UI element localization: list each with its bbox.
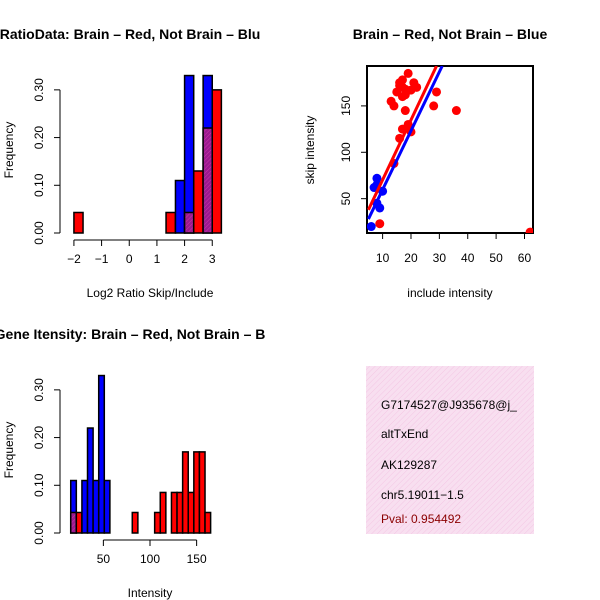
- intensity-x-tick-label: 150: [187, 552, 207, 566]
- scatter-y-tick-label: 150: [339, 96, 353, 116]
- intensity-bar-notbrain: [86, 427, 94, 534]
- scatter-fit-line-notbrain: [367, 66, 444, 220]
- intensity-x-tick-label: 50: [97, 552, 111, 566]
- ratio-histogram-xlabel: Log2 Ratio Skip/Include: [87, 286, 214, 300]
- scatter-point-notbrain: [367, 222, 376, 232]
- info-accession: AK129287: [381, 458, 437, 472]
- ratio-x-tick-label: −2: [67, 252, 81, 266]
- scatter-y-tick-label: 100: [339, 142, 353, 162]
- ratio-bar-overlap-hatch: [204, 129, 212, 232]
- info-event-id: G7174527@J935678@j_: [381, 398, 517, 412]
- scatter-point-brain: [386, 96, 396, 106]
- ratio-bar-overlap-hatch: [185, 213, 193, 232]
- intensity-bar-brain: [75, 511, 83, 534]
- scatter-point-brain: [412, 82, 422, 92]
- gene-intensity-bars: [69, 374, 212, 534]
- scatter-x-tick-label: 60: [518, 251, 532, 265]
- scatter-plot-frame: [366, 65, 534, 234]
- scatter-x-tick-label: 20: [404, 251, 418, 265]
- ratio-x-tick-label: 0: [126, 252, 133, 266]
- info-event-type: altTxEnd: [381, 427, 428, 441]
- scatter-x-tick-label: 50: [489, 251, 503, 265]
- scatter-fit-line-brain: [367, 66, 438, 211]
- scatter-axes: 10 20 30 40 50 60 50 100 150: [339, 96, 531, 265]
- intensity-y-tick-label: 0.30: [32, 378, 46, 402]
- ratio-bar-notbrain: [174, 179, 186, 234]
- gene-intensity-histogram: Gene Itensity: Brain – Red, Not Brain – …: [0, 326, 265, 600]
- scatter-point-brain: [525, 227, 533, 233]
- intensity-y-tick-label: 0.10: [32, 473, 46, 497]
- intensity-scatter-ylabel: skip intensity: [303, 116, 317, 185]
- scatter-point-brain: [403, 68, 413, 78]
- ratio-histogram-ylabel: Frequency: [2, 122, 16, 179]
- intensity-bar-brain: [193, 451, 201, 534]
- scatter-point-brain: [397, 75, 407, 85]
- ratio-bar-brain: [73, 211, 84, 234]
- ratio-histogram-title: RatioData: Brain – Red, Not Brain – Blu: [0, 26, 260, 42]
- intensity-bar-notbrain: [81, 479, 89, 534]
- scatter-point-brain: [400, 106, 410, 116]
- ratio-y-tick-label: 0.30: [32, 78, 46, 102]
- gene-intensity-axes: 50 100 150 0.00 0.10 0.20 0.30: [32, 378, 207, 566]
- scatter-point-brain: [432, 87, 442, 97]
- intensity-bar-overlap-hatch: [71, 513, 76, 532]
- info-pval: Pval: 0.954492: [381, 512, 461, 526]
- intensity-scatter: Brain – Red, Not Brain – Blue 10 20 30 40 50…: [303, 26, 547, 300]
- scatter-x-tick-label: 30: [433, 251, 447, 265]
- intensity-x-tick-label: 100: [140, 552, 160, 566]
- intensity-bar-brain: [204, 511, 212, 534]
- intensity-bar-brain: [187, 491, 195, 534]
- gene-intensity-ylabel: Frequency: [2, 422, 16, 479]
- intensity-bar-brain: [170, 491, 178, 534]
- intensity-bar-notbrain: [103, 479, 111, 534]
- scatter-x-tick-label: 10: [376, 251, 390, 265]
- scatter-point-notbrain: [375, 203, 385, 213]
- scatter-y-tick-label: 50: [339, 192, 353, 206]
- intensity-bar-brain: [176, 491, 184, 534]
- ratio-histogram-axes: −2 −1 0 1 2 3 0.00 0.10 0.20 0.30: [32, 78, 216, 266]
- scatter-points: [367, 66, 533, 233]
- ratio-bar-brain: [192, 170, 204, 234]
- intensity-bar-notbrain: [92, 479, 100, 534]
- intensity-bar-brain: [181, 451, 189, 534]
- scatter-point-notbrain: [372, 173, 382, 183]
- intensity-y-tick-label: 0.00: [32, 521, 46, 545]
- ratio-x-tick-label: 3: [209, 252, 216, 266]
- scatter-x-tick-label: 40: [461, 251, 475, 265]
- intensity-scatter-xlabel: include intensity: [407, 286, 492, 300]
- info-box: G7174527@J935678@j_ altTxEnd AK129287 ch…: [366, 366, 534, 534]
- ratio-x-tick-label: 2: [181, 252, 188, 266]
- scatter-point-brain: [429, 101, 439, 111]
- info-location: chr5.19011−1.5: [381, 488, 464, 502]
- ratio-bar-notbrain: [183, 74, 195, 234]
- ratio-bar-brain: [211, 89, 223, 234]
- ratio-x-tick-label: −1: [95, 252, 109, 266]
- scatter-point-brain: [375, 219, 385, 229]
- gene-intensity-xlabel: Intensity: [128, 586, 173, 600]
- intensity-bar-brain: [198, 451, 206, 534]
- intensity-bar-brain: [153, 511, 162, 534]
- intensity-bar-notbrain: [97, 374, 106, 534]
- scatter-point-brain: [451, 106, 461, 116]
- ratio-y-tick-label: 0.00: [32, 221, 46, 245]
- ratio-histogram-bars: [73, 74, 223, 234]
- intensity-y-tick-label: 0.20: [32, 426, 46, 450]
- gene-intensity-title: Gene Itensity: Brain – Red, Not Brain – …: [0, 326, 265, 342]
- ratio-histogram: RatioData: Brain – Red, Not Brain – Blu …: [0, 26, 260, 300]
- ratio-bar-brain: [165, 211, 177, 234]
- ratio-x-tick-label: 1: [154, 252, 161, 266]
- intensity-bar-brain: [131, 511, 139, 534]
- ratio-y-tick-label: 0.20: [32, 126, 46, 150]
- scatter-point-brain: [397, 92, 407, 102]
- intensity-bar-brain: [159, 491, 167, 534]
- info-box-hatch: [366, 366, 534, 534]
- ratio-y-tick-label: 0.10: [32, 173, 46, 197]
- intensity-scatter-title: Brain – Red, Not Brain – Blue: [353, 26, 548, 42]
